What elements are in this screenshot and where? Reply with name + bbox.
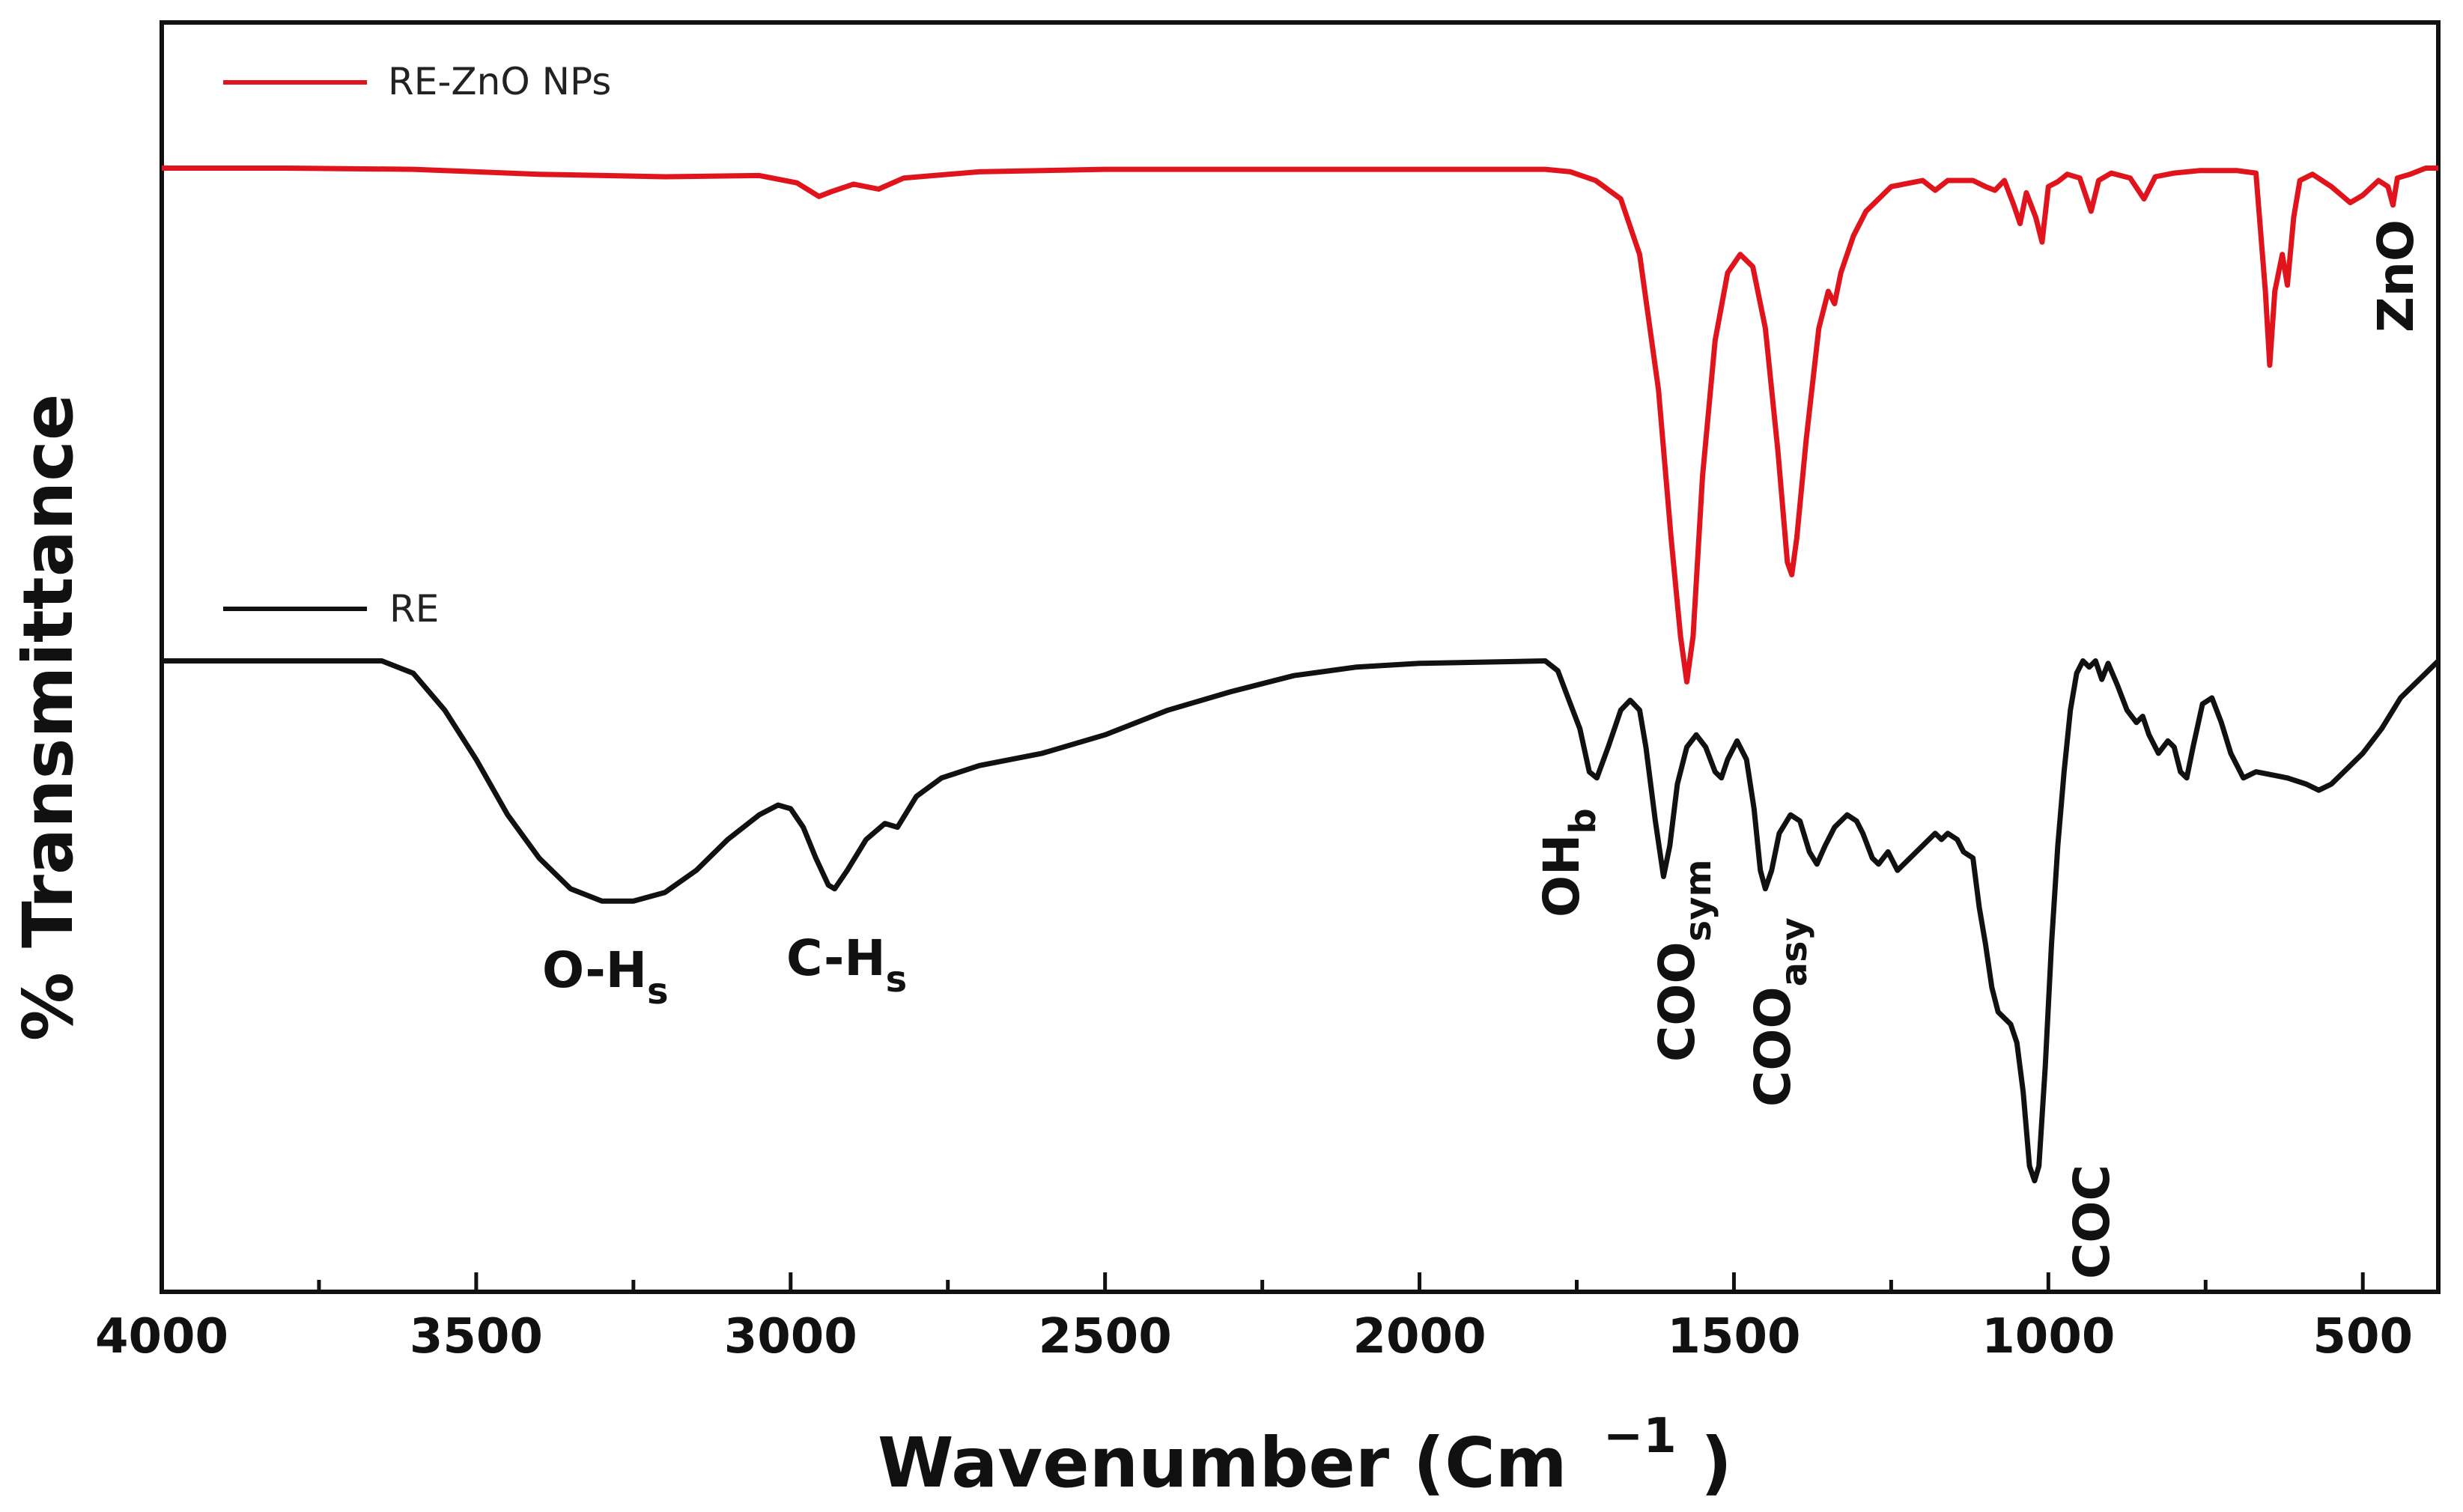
series-layer <box>162 166 2441 1184</box>
x-axis-title: Wavenumber (Cm −1 ) <box>878 1388 1732 1503</box>
annotation-coc: COC <box>2063 1165 2121 1279</box>
y-axis-title: % Transmittance <box>8 394 88 1041</box>
annotation-zno: ZnO <box>2367 219 2425 333</box>
x-tick-label: 2000 <box>1352 1309 1486 1364</box>
series-line-re <box>162 658 2441 1184</box>
annotation-ch-stretch: C-Hs <box>786 929 907 1001</box>
x-tick-label: 1000 <box>1981 1309 2115 1364</box>
x-axis-tick-labels: 4000 3500 3000 2500 2000 1500 1000 500 <box>95 1309 2413 1364</box>
x-tick-label: 500 <box>2312 1309 2413 1364</box>
x-tick-label: 4000 <box>95 1309 228 1364</box>
x-axis-ticks <box>160 1272 2365 1292</box>
annotation-coo-sym: COOsym <box>1648 859 1719 1062</box>
x-tick-label: 3000 <box>724 1309 857 1364</box>
legend-label-re-zno: RE-ZnO NPs <box>388 60 611 103</box>
series-line-re-zno <box>162 166 2438 684</box>
x-tick-label: 3500 <box>410 1309 543 1364</box>
annotation-oh-stretch: O-Hs <box>542 941 669 1012</box>
x-tick-label: 2500 <box>1039 1309 1172 1364</box>
x-tick-label: 1500 <box>1667 1309 1800 1364</box>
annotation-oh-bend: OHb <box>1533 808 1604 917</box>
plot-frame <box>160 20 2441 1294</box>
legend-label-re: RE <box>389 587 439 631</box>
annotation-coo-asy: COOasy <box>1744 917 1815 1107</box>
